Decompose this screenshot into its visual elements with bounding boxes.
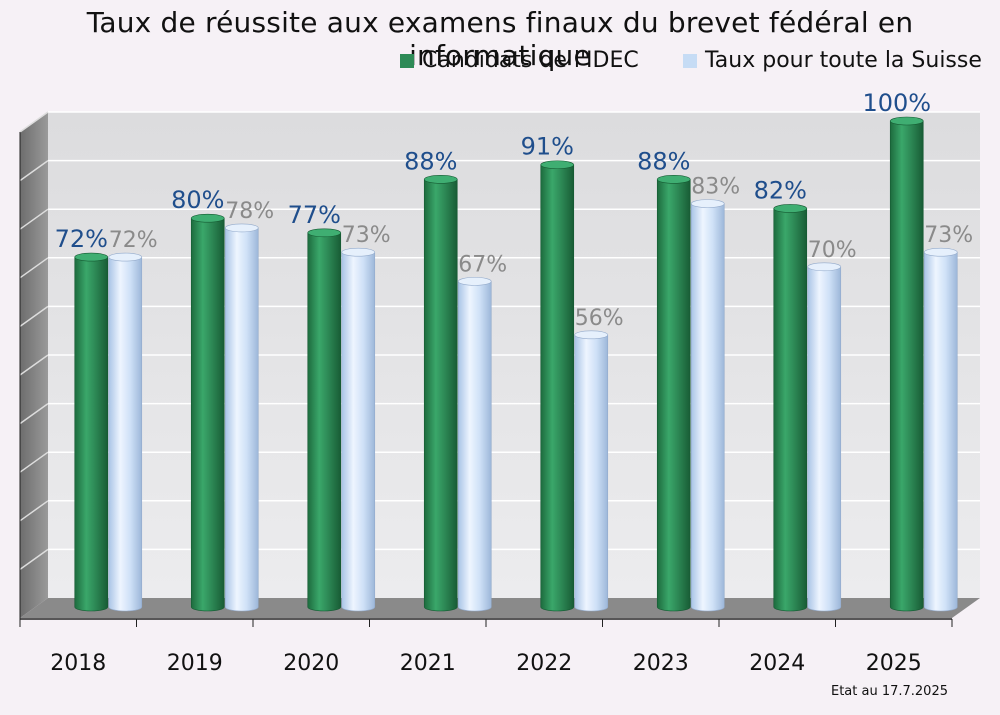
chart-title: Taux de réussite aux examens finaux du b…	[86, 6, 914, 72]
gridline-side	[19, 257, 49, 279]
x-tick-label: 2025	[866, 651, 922, 676]
bar-cap	[574, 330, 609, 340]
gridline-side	[19, 354, 49, 376]
gridline-side	[19, 159, 49, 182]
bar	[540, 164, 575, 612]
bar-cap	[923, 247, 958, 257]
data-label: 91%	[521, 133, 574, 161]
data-label: 70%	[808, 238, 857, 263]
bar	[889, 120, 924, 612]
x-tick-label: 2023	[633, 651, 689, 676]
bar	[108, 256, 143, 612]
bar	[807, 266, 842, 612]
legend-label-idec: Candidats de l'IDEC	[422, 48, 639, 73]
legend-swatch-suisse	[683, 53, 697, 68]
x-tick-label: 2018	[50, 651, 106, 676]
legend-item-idec: Candidats de l'IDEC	[400, 48, 639, 73]
gridline-side	[19, 111, 49, 133]
bar	[307, 232, 342, 612]
data-label: 88%	[404, 147, 457, 175]
data-label: 56%	[575, 306, 624, 331]
bar-cap	[457, 277, 492, 286]
bar-cap	[74, 252, 109, 262]
x-tick-label: 2020	[283, 651, 339, 676]
data-label: 73%	[924, 223, 973, 248]
x-tick-label: 2022	[516, 651, 572, 676]
bar	[690, 203, 725, 612]
gridline-side	[19, 500, 49, 522]
bar	[224, 227, 259, 612]
bar-cap	[190, 213, 225, 223]
gridline-side	[19, 548, 49, 571]
bar	[656, 179, 691, 612]
data-label: 77%	[288, 201, 341, 229]
gridline-side	[19, 402, 49, 425]
x-tick-label: 2021	[400, 651, 456, 676]
bar-cap	[889, 116, 924, 126]
data-label: 80%	[171, 186, 224, 214]
bar	[923, 251, 958, 612]
gridline-side	[19, 451, 49, 473]
bar-cap	[108, 252, 143, 262]
bar	[773, 208, 808, 612]
gridline-side	[19, 305, 49, 328]
bar	[574, 334, 609, 612]
bar-cap	[807, 262, 842, 272]
data-label: 72%	[55, 225, 108, 253]
plot-floor	[20, 598, 980, 618]
x-tick-label: 2019	[167, 651, 223, 676]
footnote: Etat au 17.7.2025	[830, 684, 948, 699]
data-label: 82%	[754, 176, 807, 204]
bar-cap	[773, 204, 808, 213]
bar-cap	[341, 247, 376, 257]
bar-cap	[540, 160, 575, 170]
gridline-side	[19, 208, 49, 230]
data-label: 83%	[691, 175, 740, 200]
legend-swatch-idec	[400, 53, 414, 68]
bar	[423, 179, 458, 612]
data-label: 67%	[458, 252, 507, 277]
bar-cap	[690, 199, 725, 208]
bar	[457, 281, 492, 612]
bar-cap	[423, 175, 458, 184]
data-label: 72%	[109, 228, 158, 253]
data-label: 78%	[225, 199, 274, 224]
bar-cap	[224, 223, 259, 233]
legend-label-suisse: Taux pour toute la Suisse	[705, 48, 982, 73]
bar-cap	[307, 228, 342, 238]
bar	[190, 217, 225, 612]
data-label: 73%	[342, 223, 391, 248]
bar-cap	[656, 175, 691, 184]
bar	[74, 256, 109, 612]
x-tick-label: 2024	[749, 651, 805, 676]
data-label: 100%	[862, 89, 931, 117]
bar	[341, 251, 376, 612]
data-label: 88%	[637, 147, 690, 175]
legend-item-suisse: Taux pour toute la Suisse	[683, 48, 982, 73]
